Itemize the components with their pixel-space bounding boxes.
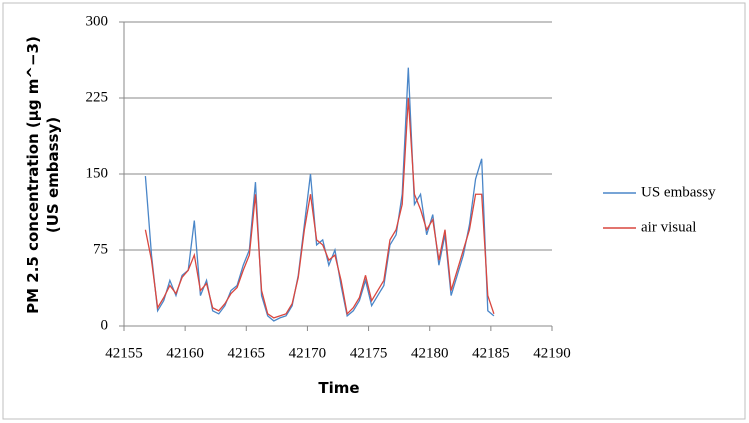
x-tick-label: 42185: [472, 345, 510, 361]
legend-label: air visual: [641, 219, 696, 235]
legend-label: US embassy: [641, 184, 716, 200]
x-axis-title: Time: [318, 379, 359, 397]
x-tick-label: 42160: [166, 345, 204, 361]
y-tick-label: 300: [86, 13, 109, 29]
y-axis-title: (US embassy): [44, 117, 62, 233]
y-tick-label: 225: [86, 89, 109, 105]
x-tick-label: 42165: [228, 345, 266, 361]
x-tick-label: 42175: [350, 345, 388, 361]
x-tick-label: 42170: [289, 345, 327, 361]
x-tick-label: 42155: [105, 345, 143, 361]
series-line: [144, 97, 495, 319]
y-tick-label: 0: [101, 317, 109, 333]
x-tick-label: 42180: [411, 345, 449, 361]
y-tick-label: 150: [86, 165, 109, 181]
y-tick-label: 75: [93, 241, 108, 257]
y-axis-title: PM 2.5 concentration (µg m^−3): [24, 36, 42, 314]
x-tick-label: 42190: [533, 345, 571, 361]
